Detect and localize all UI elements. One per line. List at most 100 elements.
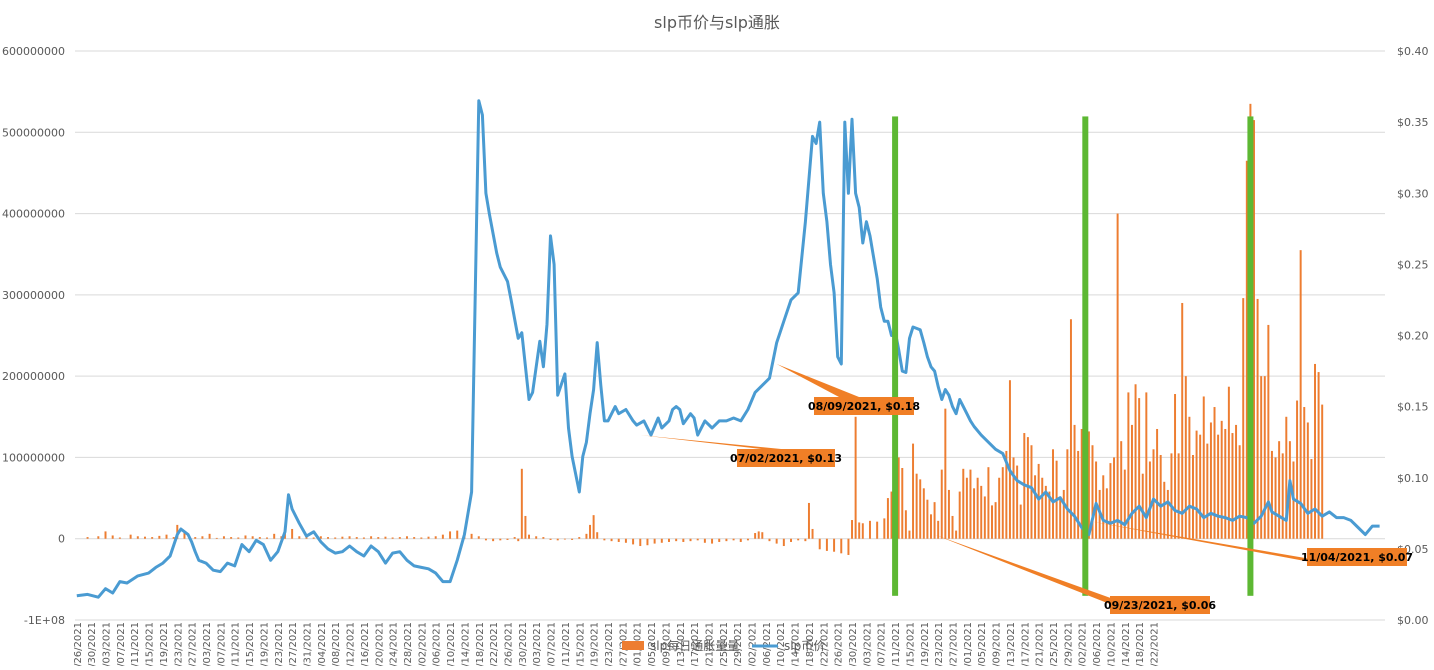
inflation-bar (617, 538, 620, 542)
inflation-bar (230, 537, 233, 539)
inflation-bar (951, 515, 954, 539)
inflation-bar (883, 518, 886, 539)
inflation-bar (847, 538, 850, 555)
inflation-bar (258, 537, 261, 539)
inflation-bar (901, 467, 904, 539)
inflation-bar (646, 538, 649, 546)
highlight-marker (1247, 116, 1254, 596)
x-tick-label: 07/09/2021 (661, 622, 672, 666)
x-tick-label: 09/27/2021 (949, 622, 960, 666)
inflation-bar (291, 528, 294, 539)
inflation-bar (675, 538, 678, 542)
inflation-bar (266, 537, 269, 539)
inflation-bar (470, 533, 473, 539)
inflation-bar (711, 538, 714, 544)
inflation-bar (1041, 477, 1044, 539)
x-tick-label: 07/21/2021 (704, 622, 715, 666)
inflation-bar (929, 514, 932, 539)
inflation-bar (890, 491, 893, 539)
inflation-bar (1321, 404, 1324, 539)
inflation-bar (876, 521, 879, 539)
inflation-bar (535, 536, 538, 539)
x-tick-label: 07/25/2021 (719, 622, 730, 666)
inflation-bar (327, 537, 330, 539)
callout-label: 09/23/2021, $0.06 (1104, 599, 1216, 612)
inflation-bar (563, 538, 566, 540)
inflation-bar (851, 520, 854, 539)
inflation-bar (556, 538, 559, 541)
x-tick-label: 10/21/2021 (1035, 622, 1046, 666)
inflation-bar (1113, 457, 1116, 539)
x-tick-label: 02/11/2021 (130, 622, 141, 666)
inflation-bar (183, 530, 186, 539)
inflation-bar (384, 536, 387, 539)
inflation-bar (858, 522, 861, 539)
inflation-bar (596, 532, 599, 539)
highlight-marker (1082, 116, 1089, 596)
inflation-bar (761, 532, 764, 539)
inflation-bar (528, 534, 531, 539)
inflation-bar (1152, 449, 1155, 539)
x-tick-label: 04/24/2021 (389, 622, 400, 666)
inflation-bar (969, 469, 972, 539)
y-right-tick-label: $0.40 (1397, 45, 1429, 58)
x-tick-label: 03/23/2021 (274, 622, 285, 666)
inflation-bar (1256, 298, 1259, 539)
inflation-bar (1005, 450, 1008, 539)
y-right-tick-label: $0.35 (1397, 116, 1429, 129)
legend-swatch-bars (622, 641, 644, 650)
line-layer (76, 99, 1380, 599)
inflation-bar (1238, 445, 1241, 539)
callout-pointer (776, 363, 859, 397)
inflation-bar (987, 467, 990, 539)
inflation-bar (861, 523, 864, 539)
inflation-bar (1224, 428, 1227, 539)
legend-label-bars: slp每日通胀量量 (650, 638, 739, 653)
inflation-bar (194, 537, 197, 539)
y-left-tick-label: 100000000 (2, 451, 65, 464)
inflation-bar (1235, 424, 1238, 539)
x-tick-label: 07/13/2021 (676, 622, 687, 666)
inflation-bar (1048, 491, 1051, 539)
inflation-bar (1037, 463, 1040, 539)
callout-label: 08/09/2021, $0.18 (808, 400, 920, 413)
callout-label: 11/04/2021, $0.07 (1301, 551, 1413, 564)
inflation-bar (757, 531, 760, 539)
inflation-bar (807, 502, 810, 539)
y-right-tick-label: $0.30 (1397, 187, 1429, 200)
inflation-bar (1019, 504, 1022, 539)
inflation-bar (1206, 443, 1209, 539)
x-tick-label: 04/12/2021 (346, 622, 357, 666)
inflation-bar (413, 537, 416, 539)
inflation-bar (176, 524, 179, 539)
inflation-bar (1077, 450, 1080, 539)
inflation-bar (1274, 457, 1277, 539)
chart-title: slp币价与slp通胀 (654, 13, 780, 32)
x-tick-label: 09/03/2021 (862, 622, 873, 666)
inflation-bar (208, 533, 211, 539)
x-tick-label: 10/01/2021 (963, 622, 974, 666)
inflation-bar (492, 538, 495, 542)
x-tick-label: 04/04/2021 (317, 622, 328, 666)
inflation-bar (1270, 450, 1273, 539)
inflation-bar (811, 528, 814, 539)
inflation-bar (1163, 481, 1166, 539)
bars-layer (86, 103, 1324, 555)
x-tick-label: 02/19/2021 (159, 622, 170, 666)
inflation-bar (1030, 445, 1033, 539)
inflation-bar (1310, 459, 1313, 539)
inflation-bar (151, 537, 154, 539)
inflation-bar (1001, 467, 1004, 539)
inflation-bar (1156, 428, 1159, 539)
inflation-bar (703, 538, 706, 543)
x-tick-label: 05/02/2021 (417, 622, 428, 666)
inflation-bar (937, 520, 940, 539)
inflation-bar (667, 538, 670, 542)
inflation-bar (1012, 457, 1015, 539)
inflation-bar (603, 538, 606, 541)
x-tick-label: 10/13/2021 (1006, 622, 1017, 666)
y-right-axis: $0.40$0.35$0.30$0.25$0.20$0.15$0.10$0.05… (1397, 45, 1429, 627)
inflation-bar (165, 534, 168, 539)
inflation-bar (391, 537, 394, 539)
x-tick-label: 08/26/2021 (834, 622, 845, 666)
